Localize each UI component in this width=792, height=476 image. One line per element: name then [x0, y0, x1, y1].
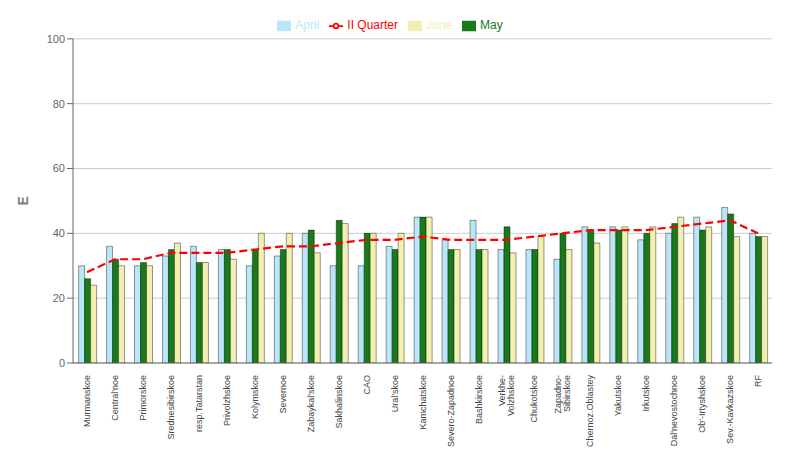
svg-text:Irkutskoe: Irkutskoe — [641, 375, 651, 412]
svg-text:Central'noe: Central'noe — [110, 375, 120, 421]
svg-text:100: 100 — [47, 33, 65, 45]
html-text:June: June — [426, 18, 452, 32]
svg-text:0: 0 — [59, 357, 65, 369]
svg-text:20: 20 — [53, 292, 65, 304]
svg-text:Primorskoe: Primorskoe — [138, 375, 148, 421]
svg-text:Bashkirskoe: Bashkirskoe — [474, 375, 484, 424]
svg-text:Chukotskoe: Chukotskoe — [529, 375, 539, 423]
svg-text:60: 60 — [53, 162, 65, 174]
svg-text:Srednesibirskoe: Srednesibirskoe — [166, 375, 176, 440]
svg-text:Kolymskoe: Kolymskoe — [250, 375, 260, 419]
svg-text:Sev.-Kavkazskoe: Sev.-Kavkazskoe — [725, 375, 735, 444]
svg-text:E: E — [15, 196, 31, 205]
html-text:April: April — [295, 18, 320, 32]
svg-text:RF: RF — [753, 375, 763, 387]
svg-text:Zabaykal'skoe: Zabaykal'skoe — [306, 375, 316, 432]
svg-text:Dal'nevostochnoe: Dal'nevostochnoe — [669, 375, 679, 446]
svg-text:Kamchatskoe: Kamchatskoe — [418, 375, 428, 430]
svg-text:80: 80 — [53, 98, 65, 110]
svg-text:Severnoe: Severnoe — [278, 375, 288, 414]
svg-text:Sakhalinskoe: Sakhalinskoe — [334, 375, 344, 429]
svg-text:Chernoz.Oblastey: Chernoz.Oblastey — [585, 375, 595, 448]
svg-text:Yakutskoe: Yakutskoe — [613, 375, 623, 416]
html-text:May: May — [480, 18, 503, 32]
svg-text:Zapadno-Sibirskoe: Zapadno-Sibirskoe — [553, 375, 573, 414]
html-text:II Quarter: II Quarter — [347, 18, 398, 32]
svg-text:Ural'skoe: Ural'skoe — [390, 375, 400, 412]
svg-text:Verkhe-Volzhskoe: Verkhe-Volzhskoe — [497, 375, 517, 416]
svg-text:Privolzhskoe: Privolzhskoe — [222, 375, 232, 426]
svg-text:40: 40 — [53, 227, 65, 239]
svg-text:Severo-Zapadnoe: Severo-Zapadnoe — [446, 375, 456, 447]
svg-text:Ob'-Irtyshskoe: Ob'-Irtyshskoe — [697, 375, 707, 433]
svg-text:Murmanskoe: Murmanskoe — [82, 375, 92, 427]
svg-text:resp.Tatarstan: resp.Tatarstan — [194, 375, 204, 432]
svg-text:CAO: CAO — [362, 375, 372, 395]
